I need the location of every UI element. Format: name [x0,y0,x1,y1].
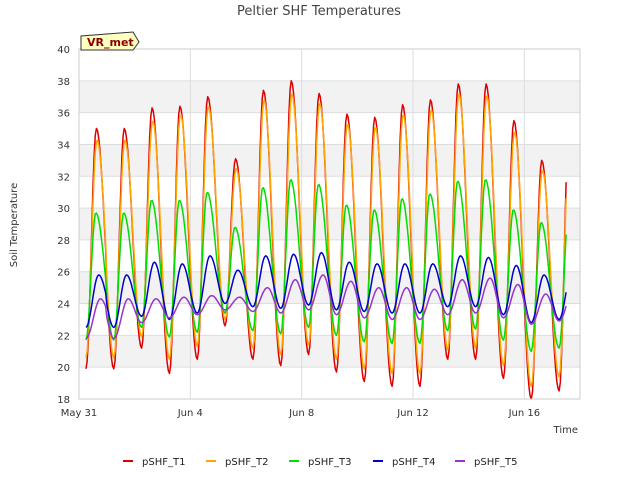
plot-frame [78,48,581,400]
legend-label-pSHF_T2: pSHF_T2 [225,457,268,468]
legend-label-pSHF_T1: pSHF_T1 [142,457,185,468]
y-tick-label: 18 [57,395,70,406]
plot-band [79,144,580,177]
series-line-pSHF_T3 [85,179,567,353]
y-tick-label: 32 [57,172,70,183]
station-badge-box [80,31,140,51]
y-tick-label: 40 [57,45,70,56]
plot-band [79,335,580,368]
series-line-pSHF_T2 [85,93,567,388]
y-axis-ticks: 18 20 22 24 26 28 30 32 34 36 38 40 [57,45,70,406]
y-tick-label: 38 [57,77,70,88]
y-axis-label: Soil Temperature [9,183,20,268]
chart-title: Peltier SHF Temperatures [237,4,401,19]
series-line-pSHF_T4 [85,251,567,329]
station-badge: VR_met [80,31,140,51]
y-tick-label: 20 [57,363,70,374]
series-lines [85,80,567,400]
y-tick-label: 34 [57,140,70,151]
x-axis-ticks: May 31 Jun 4 Jun 8 Jun 12 Jun 16 [61,408,540,419]
legend-label-pSHF_T5: pSHF_T5 [474,457,517,468]
x-tick-label: Jun 12 [396,408,429,419]
x-tick-label: Jun 16 [508,408,541,419]
x-tick-label: Jun 4 [177,408,203,419]
legend-label-pSHF_T4: pSHF_T4 [392,457,435,468]
legend-label-pSHF_T3: pSHF_T3 [308,457,351,468]
y-tick-label: 26 [57,268,70,279]
y-tick-label: 30 [57,204,70,215]
y-tick-label: 28 [57,236,70,247]
y-tick-label: 36 [57,109,70,120]
x-axis-label: Time [553,425,578,436]
y-tick-label: 22 [57,331,70,342]
series-line-pSHF_T5 [85,274,567,340]
plot-band [79,208,580,240]
x-tick-label: Jun 8 [288,408,314,419]
plot-band [79,80,580,113]
x-tick-label: May 31 [61,408,98,419]
legend: pSHF_T1 pSHF_T2 pSHF_T3 pSHF_T4 pSHF_T5 [123,457,517,468]
y-tick-label: 24 [57,300,70,311]
station-badge-label: VR_met [87,36,134,49]
